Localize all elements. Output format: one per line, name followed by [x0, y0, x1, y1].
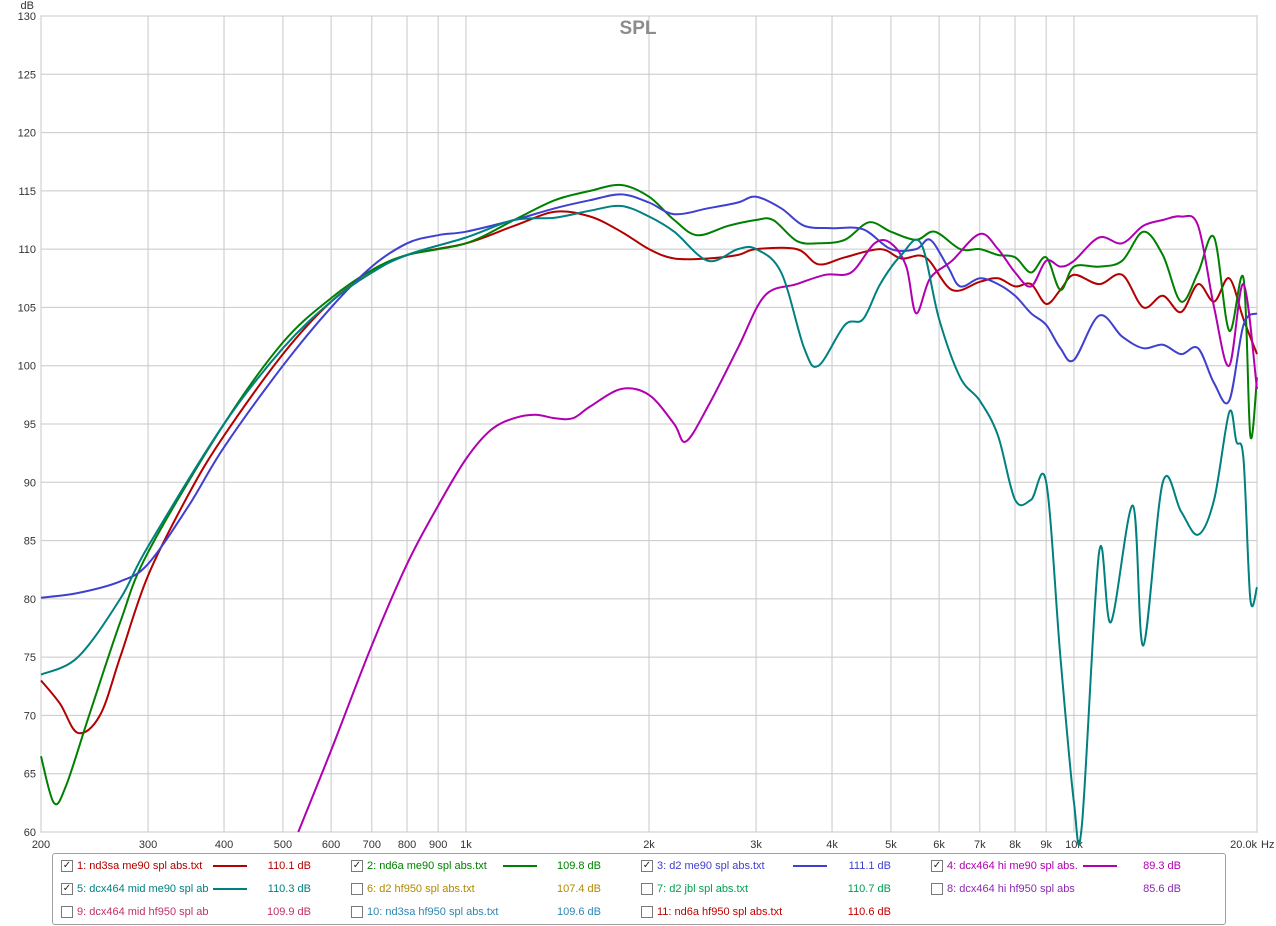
legend-swatch — [213, 888, 247, 890]
legend-checkbox[interactable] — [351, 906, 363, 918]
legend-checkbox[interactable]: ✓ — [931, 860, 943, 872]
legend-label: 11: nd6a hf950 spl abs.txt — [657, 906, 783, 918]
y-tick-label: 65 — [24, 769, 36, 781]
x-tick-label: 10k — [1065, 839, 1083, 850]
legend-checkbox[interactable] — [641, 883, 653, 895]
legend-checkbox[interactable]: ✓ — [351, 860, 363, 872]
legend-checkbox[interactable] — [641, 906, 653, 918]
x-axis-ticks: 200 300 400 500 600 700 800 900 1k 2k 3k 4k 5k 6k 7k 8k… — [32, 839, 1258, 850]
x-tick-label: 5k — [885, 839, 897, 850]
legend-checkbox[interactable] — [61, 906, 73, 918]
curve-s4 — [297, 214, 1258, 833]
y-tick-label: 100 — [18, 361, 36, 373]
y-tick-label: 70 — [24, 710, 36, 722]
legend-value: 110.7 dB — [847, 883, 891, 895]
y-axis-unit: dB — [21, 0, 34, 12]
y-tick-label: 75 — [24, 652, 36, 664]
legend-value: 111.1 dB — [848, 860, 891, 872]
x-tick-label: 7k — [974, 839, 986, 850]
legend-label: 9: dcx464 mid hf950 spl ab — [77, 906, 209, 918]
legend-label: 8: dcx464 hi hf950 spl abs — [947, 883, 1075, 895]
spl-chart: 60 65 70 75 80 85 90 95 100 105 110 115 120 125 130 20… — [18, 0, 1275, 850]
x-axis-unit: Hz — [1261, 839, 1274, 850]
x-tick-label: 3k — [750, 839, 762, 850]
x-tick-label: 600 — [322, 839, 340, 850]
x-tick-label: 900 — [429, 839, 447, 850]
y-tick-label: 120 — [18, 128, 36, 140]
legend-swatch — [213, 865, 247, 867]
x-tick-label: 200 — [32, 839, 50, 850]
legend-value: 110.6 dB — [847, 906, 891, 918]
curve-s3 — [40, 193, 1258, 599]
legend-swatch — [793, 865, 827, 867]
x-tick-label: 4k — [826, 839, 838, 850]
y-axis-ticks: 60 65 70 75 80 85 90 95 100 105 110 115 120 125 130 — [18, 11, 36, 839]
y-tick-label: 90 — [24, 477, 36, 489]
legend-value: 109.6 dB — [556, 906, 601, 918]
legend-panel: ✓ 1: nd3sa me90 spl abs.txt 110.1 dB ✓ 2: nd… — [52, 853, 1226, 925]
x-tick-label: 800 — [398, 839, 416, 850]
x-tick-label: 2k — [643, 839, 655, 850]
legend-checkbox[interactable]: ✓ — [641, 860, 653, 872]
x-tick-label: 6k — [933, 839, 945, 850]
x-tick-label: 700 — [363, 839, 381, 850]
legend-value: 89.3 dB — [1143, 860, 1181, 872]
legend-checkbox[interactable]: ✓ — [61, 860, 73, 872]
legend-checkbox[interactable] — [931, 883, 943, 895]
legend-swatch — [503, 865, 537, 867]
legend-label: 6: d2 hf950 spl abs.txt — [367, 883, 475, 895]
y-tick-label: 115 — [18, 186, 36, 198]
legend-swatch — [1083, 865, 1117, 867]
y-tick-label: 130 — [18, 11, 36, 23]
y-tick-label: 105 — [18, 302, 36, 314]
legend-value: 109.9 dB — [266, 906, 311, 918]
x-tick-label: 8k — [1009, 839, 1021, 850]
legend-value: 85.6 dB — [1143, 883, 1181, 895]
curve-s5 — [40, 204, 1258, 846]
legend-label: 5: dcx464 mid me90 spl ab — [77, 883, 209, 895]
y-tick-label: 60 — [24, 827, 36, 839]
legend-label: 4: dcx464 hi me90 spl abs. — [947, 860, 1078, 872]
x-tick-label: 300 — [139, 839, 157, 850]
legend-checkbox[interactable]: ✓ — [61, 883, 73, 895]
curve-s2 — [40, 183, 1258, 806]
legend-label: 10: nd3sa hf950 spl abs.txt — [367, 906, 499, 918]
legend-label: 3: d2 me90 spl abs.txt — [657, 860, 765, 872]
legend-value: 110.3 dB — [267, 883, 311, 895]
grid-lines — [40, 15, 1258, 833]
chart-title: SPL — [620, 18, 657, 39]
curve-s1 — [40, 210, 1258, 735]
legend-checkbox[interactable] — [351, 883, 363, 895]
x-tick-label: 500 — [274, 839, 292, 850]
legend-value: 107.4 dB — [556, 883, 601, 895]
x-tick-label: 9k — [1040, 839, 1052, 850]
x-tick-label: 400 — [215, 839, 233, 850]
legend-value: 110.1 dB — [267, 860, 311, 872]
y-tick-label: 125 — [18, 69, 36, 81]
x-tick-label: 1k — [460, 839, 472, 850]
y-tick-label: 80 — [24, 594, 36, 606]
y-tick-label: 95 — [24, 419, 36, 431]
legend-label: 2: nd6a me90 spl abs.txt — [367, 860, 487, 872]
y-tick-label: 85 — [24, 536, 36, 548]
y-tick-label: 110 — [18, 244, 36, 256]
legend-value: 109.8 dB — [556, 860, 601, 872]
legend-label: 1: nd3sa me90 spl abs.txt — [77, 860, 203, 872]
x-tick-label: 20.0k — [1230, 839, 1257, 850]
curves — [40, 183, 1258, 846]
legend-label: 7: d2 jbl spl abs.txt — [657, 883, 749, 895]
